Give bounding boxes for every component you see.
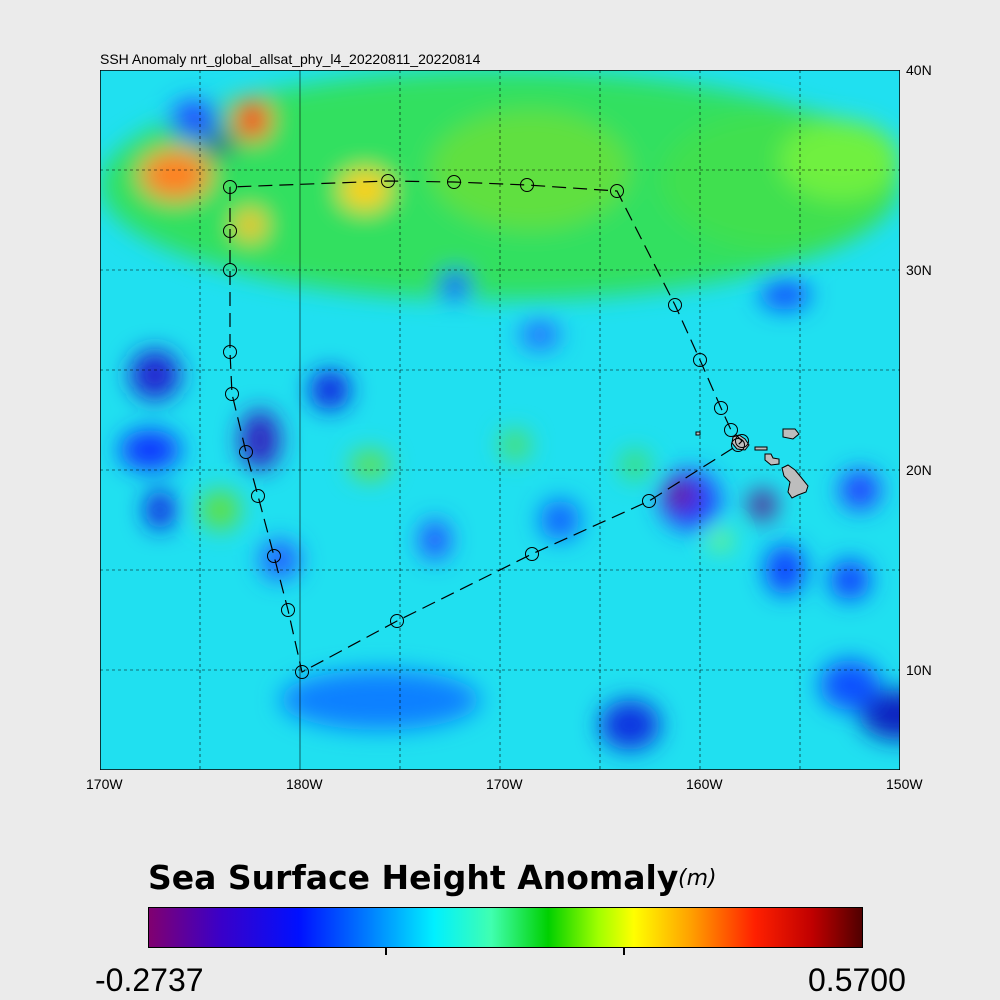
island-land — [764, 453, 780, 466]
ssh-anomaly-feature — [760, 280, 810, 310]
track-station-marker — [295, 665, 309, 679]
ssh-anomaly-feature — [750, 490, 775, 520]
ssh-anomaly-feature — [430, 110, 630, 230]
ssh-anomaly-feature — [600, 700, 660, 750]
track-station-marker — [223, 345, 237, 359]
track-station-marker — [520, 178, 534, 192]
track-station-marker — [668, 298, 682, 312]
track-station-marker — [281, 603, 295, 617]
ssh-anomaly-feature — [350, 450, 390, 480]
ssh-anomaly-feature — [820, 660, 880, 710]
lat-label: 10N — [906, 662, 932, 678]
ssh-anomaly-feature — [620, 450, 650, 480]
ssh-anomaly-feature — [310, 370, 350, 410]
ssh-anomaly-feature — [520, 320, 560, 350]
lat-label: 30N — [906, 262, 932, 278]
ssh-anomaly-feature — [120, 430, 180, 470]
ssh-anomaly-feature — [170, 100, 220, 140]
colorbar — [148, 907, 863, 948]
track-station-marker — [223, 180, 237, 194]
track-station-marker — [447, 175, 461, 189]
ssh-anomaly-feature — [240, 410, 280, 470]
ssh-anomaly-feature — [420, 520, 450, 560]
track-station-marker — [731, 438, 745, 452]
lat-label: 40N — [906, 62, 932, 78]
lon-label: 160W — [686, 776, 723, 792]
track-station-marker — [381, 174, 395, 188]
ssh-map — [100, 70, 900, 770]
ssh-anomaly-feature — [235, 210, 265, 240]
lon-label: 170W — [86, 776, 123, 792]
track-station-marker — [223, 224, 237, 238]
track-station-marker — [724, 423, 738, 437]
track-station-marker — [223, 263, 237, 277]
lon-label: 170W — [486, 776, 523, 792]
ssh-anomaly-feature — [540, 500, 580, 540]
track-station-marker — [251, 489, 265, 503]
ssh-anomaly-feature — [340, 170, 390, 210]
lat-label: 20N — [906, 462, 932, 478]
colorbar-title: Sea Surface Height Anomaly — [148, 858, 679, 897]
ssh-anomaly-feature — [780, 120, 900, 200]
ssh-anomaly-feature — [200, 490, 240, 530]
track-station-marker — [735, 434, 749, 448]
track-station-marker — [239, 445, 253, 459]
track-station-marker — [714, 401, 728, 415]
island-land — [782, 428, 800, 440]
island-land — [695, 431, 701, 436]
ssh-anomaly-feature — [830, 560, 870, 600]
ssh-anomaly-feature — [280, 670, 480, 730]
ssh-anomaly-feature — [260, 540, 300, 580]
island-land — [781, 464, 809, 499]
ssh-anomaly-feature — [710, 530, 730, 550]
ssh-anomaly-feature — [235, 100, 270, 140]
track-station-marker — [390, 614, 404, 628]
track-station-marker — [525, 547, 539, 561]
track-station-marker — [610, 184, 624, 198]
ssh-anomaly-feature — [205, 135, 235, 155]
ssh-anomaly-feature — [840, 470, 880, 510]
track-station-marker — [267, 549, 281, 563]
track-station-marker — [225, 387, 239, 401]
track-line — [229, 180, 743, 673]
ssh-anomaly-feature — [130, 350, 180, 400]
colorbar-units: (m) — [678, 866, 717, 891]
lon-label: 150W — [886, 776, 923, 792]
ssh-anomaly-feature — [440, 270, 470, 300]
colorbar-tick — [623, 947, 625, 955]
map-title: SSH Anomaly nrt_global_allsat_phy_l4_202… — [100, 51, 481, 67]
track-station-marker — [642, 494, 656, 508]
lon-label: 180W — [286, 776, 323, 792]
ssh-anomaly-feature — [140, 150, 210, 200]
track-station-marker — [693, 353, 707, 367]
island-land — [754, 446, 768, 451]
colorbar-max-label: 0.5700 — [808, 962, 906, 998]
ssh-anomaly-feature — [665, 480, 695, 510]
colorbar-min-label: -0.2737 — [95, 962, 204, 998]
colorbar-tick — [385, 947, 387, 955]
ssh-anomaly-feature — [500, 430, 530, 460]
ssh-anomaly-feature — [145, 490, 175, 530]
